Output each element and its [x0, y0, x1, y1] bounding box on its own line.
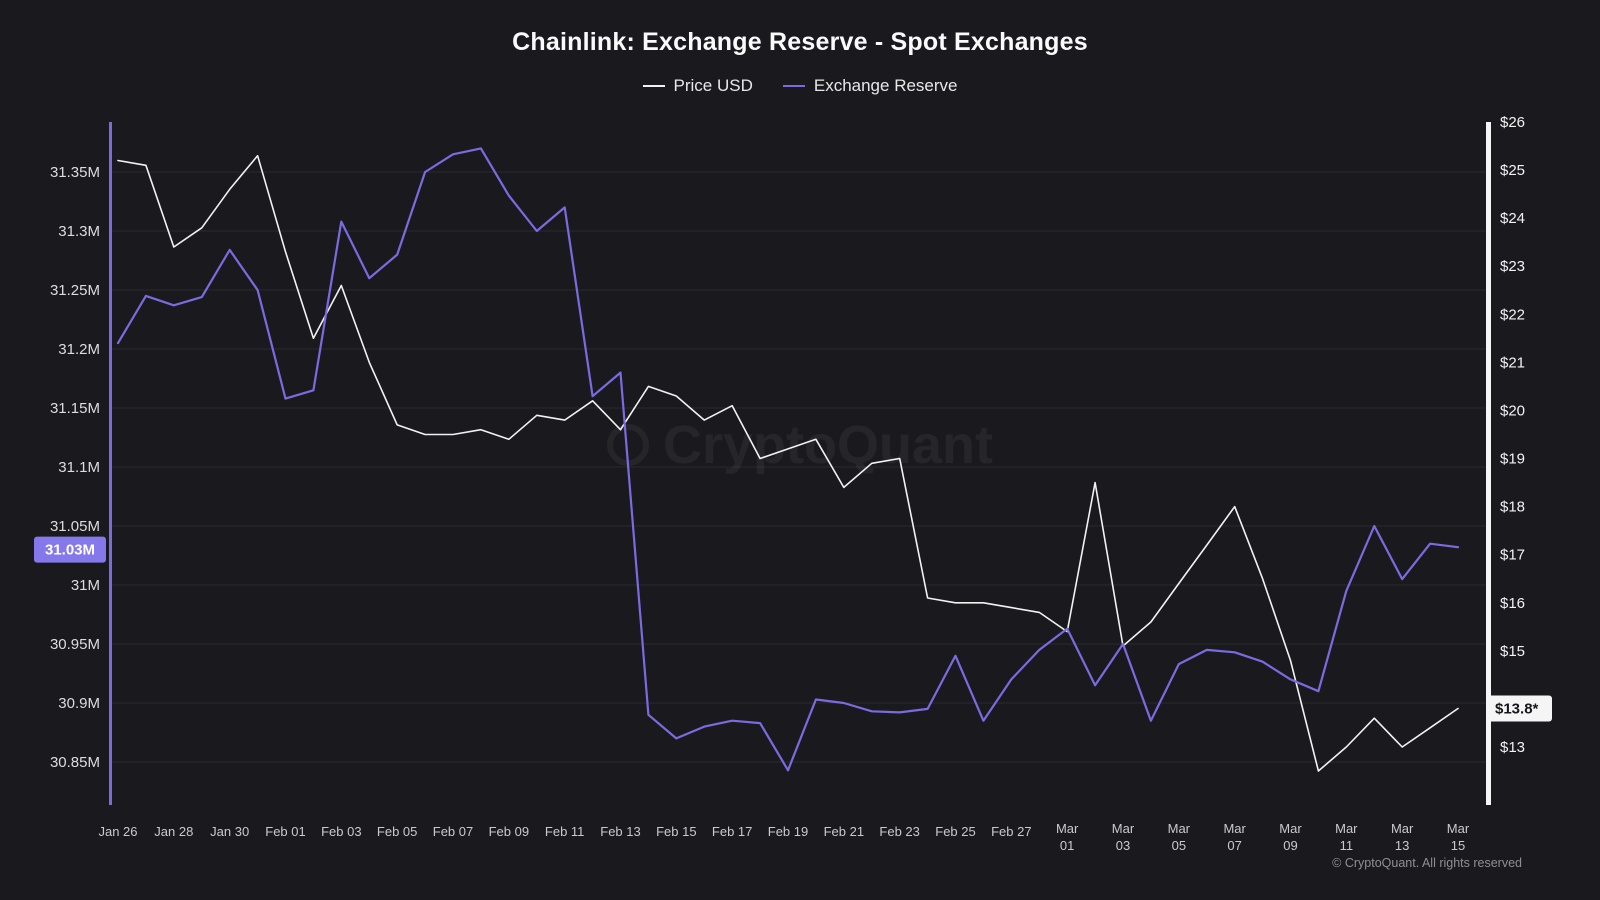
right-axis-tick: $13: [1500, 739, 1525, 756]
x-axis-tick: Feb 19: [768, 824, 808, 839]
right-axis-tick: $15: [1500, 643, 1525, 660]
right-axis-tick: $26: [1500, 114, 1525, 131]
legend-label-exchange-reserve: Exchange Reserve: [813, 76, 958, 95]
left-axis-tick: 30.9M: [58, 695, 100, 712]
right-axis-tick: $23: [1500, 258, 1525, 275]
x-axis-tick: Feb 23: [879, 824, 919, 839]
right-axis-tick: $16: [1500, 595, 1525, 612]
x-axis-tick: Feb 07: [433, 824, 473, 839]
left-axis-tick: 31.15M: [50, 400, 100, 417]
x-axis-tick: Feb 05: [377, 824, 417, 839]
x-axis-tick: Feb 09: [489, 824, 529, 839]
right-axis-tick: $18: [1500, 499, 1525, 516]
x-axis-tick: Mar 09: [1279, 821, 1302, 853]
reserve-value-badge: [34, 536, 106, 563]
right-axis-tick: $22: [1500, 306, 1525, 323]
copyright-text: © CryptoQuant. All rights reserved: [1332, 856, 1522, 870]
x-axis-tick: Feb 13: [600, 824, 640, 839]
price-usd-line[interactable]: [117, 154, 1459, 772]
x-axis-tick: Feb 03: [321, 824, 361, 839]
x-axis-tick: Feb 17: [712, 824, 752, 839]
x-axis-tick: Feb 27: [991, 824, 1031, 839]
price-value-badge: [1488, 695, 1552, 722]
chart-title: Chainlink: Exchange Reserve - Spot Excha…: [512, 28, 1088, 56]
right-axis-line: [1486, 122, 1491, 805]
x-axis-tick: Mar 15: [1447, 821, 1470, 853]
left-axis-tick: 31.05M: [50, 518, 100, 535]
left-axis-tick: 31M: [71, 577, 100, 594]
x-axis-tick: Feb 25: [935, 824, 975, 839]
x-axis-tick: Mar 03: [1112, 821, 1135, 853]
reserve-line-swatch: [782, 85, 805, 87]
x-axis-tick: Jan 28: [154, 824, 193, 839]
x-axis-tick: Mar 11: [1335, 821, 1358, 853]
legend-label-price-usd: Price USD: [673, 76, 753, 95]
left-axis-tick: 31.25M: [50, 282, 100, 299]
right-axis-tick: $19: [1500, 451, 1525, 468]
right-axis-tick: $24: [1500, 210, 1525, 227]
right-axis-tick: $20: [1500, 402, 1525, 419]
x-axis-tick: Jan 26: [98, 824, 137, 839]
left-axis-tick: 31.35M: [50, 164, 100, 181]
right-axis-tick: $17: [1500, 547, 1525, 564]
left-axis-tick: 31.1M: [58, 459, 100, 476]
left-axis-tick: 30.95M: [50, 636, 100, 653]
left-axis-tick: 30.85M: [50, 754, 100, 771]
reserve-value-badge-label: 31.03M: [45, 542, 95, 559]
left-axis-tick: 31.2M: [58, 341, 100, 358]
exchange-reserve-line[interactable]: [116, 147, 1460, 772]
x-axis-tick: Mar 07: [1223, 821, 1246, 853]
right-axis-tick: $21: [1500, 354, 1525, 371]
legend-item-exchange-reserve[interactable]: Exchange Reserve: [782, 76, 958, 96]
legend: Price USD Exchange Reserve: [0, 76, 1600, 96]
right-axis-tick: $25: [1500, 162, 1525, 179]
x-axis-tick: Mar 13: [1391, 821, 1414, 853]
x-axis-tick: Feb 21: [824, 824, 864, 839]
legend-item-price-usd[interactable]: Price USD: [642, 76, 753, 96]
x-axis-tick: Feb 01: [265, 824, 305, 839]
x-axis-tick: Mar 05: [1168, 821, 1191, 853]
x-axis-tick: Feb 15: [656, 824, 696, 839]
price-value-badge-label: $13.8*: [1495, 701, 1539, 718]
x-axis-tick: Mar 01: [1056, 821, 1079, 853]
x-axis-tick: Jan 30: [210, 824, 249, 839]
price-line-swatch: [642, 85, 665, 87]
left-axis-tick: 31.3M: [58, 223, 100, 240]
x-axis-tick: Feb 11: [545, 824, 585, 839]
